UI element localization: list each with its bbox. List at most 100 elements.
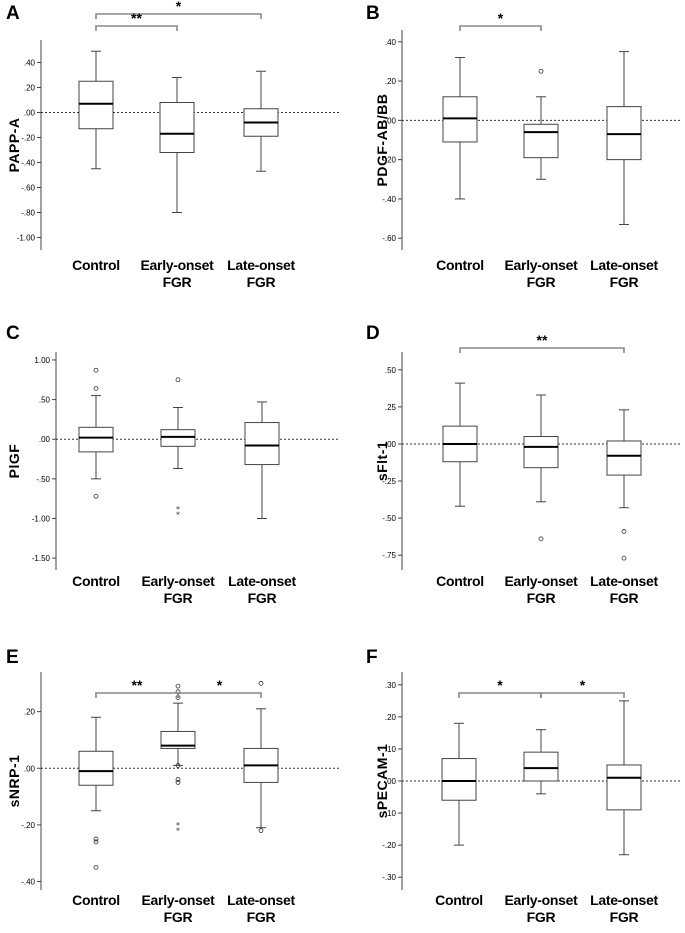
outlier-point — [175, 683, 181, 689]
box-plot — [78, 367, 114, 499]
box-iqr — [606, 440, 642, 476]
significance-bracket — [95, 13, 262, 19]
category-label: Early-onset — [142, 573, 216, 589]
box-plot — [523, 729, 559, 795]
category-label: Late-onset — [590, 573, 658, 589]
category-label: FGR — [610, 590, 639, 606]
category-label: Control — [72, 573, 120, 589]
outlier-point — [93, 386, 99, 391]
y-tick-label: -.25 — [382, 477, 396, 486]
box-iqr — [159, 102, 195, 153]
y-tick-label: .40 — [24, 59, 36, 68]
extreme-point: * — [176, 505, 180, 514]
category-label: FGR — [164, 590, 193, 606]
category-label: FGR — [527, 590, 556, 606]
box-iqr — [523, 751, 559, 782]
y-tick-label: .10 — [385, 745, 397, 754]
y-tick-label: -1.00 — [17, 234, 36, 243]
panel-letter: E — [6, 647, 19, 668]
significance-bracket — [459, 347, 625, 353]
category-label: Late-onset — [228, 573, 296, 589]
box-plot — [442, 382, 478, 507]
box-plot — [243, 680, 279, 833]
box-plot — [78, 716, 114, 870]
category-label: Control — [436, 573, 484, 589]
box-plot — [523, 394, 559, 542]
category-label: Early-onset — [505, 892, 579, 908]
panel-letter: A — [6, 3, 20, 24]
significance-bracket — [95, 692, 179, 698]
y-tick-label: -.50 — [382, 514, 396, 523]
category-label: Late-onset — [227, 257, 295, 273]
category-label: FGR — [164, 909, 193, 925]
box-plot: ** — [160, 683, 196, 836]
y-tick-label: -.20 — [21, 134, 35, 143]
y-tick-label: .00 — [385, 440, 397, 449]
category-label: Control — [435, 892, 483, 908]
category-label: Early-onset — [505, 573, 579, 589]
y-tick-label: -.40 — [382, 195, 396, 204]
y-tick-label: -1.50 — [32, 554, 51, 563]
y-axis-label: sFlt-1 — [374, 441, 390, 481]
box-plot — [523, 68, 559, 180]
y-tick-label: .00 — [385, 777, 397, 786]
extreme-point: * — [176, 821, 180, 830]
significance-label: * — [176, 0, 182, 14]
y-tick-label: .00 — [39, 435, 51, 444]
significance-label: * — [580, 677, 586, 693]
outlier-point — [175, 777, 181, 782]
panel-c: C PlGF 1.00 .50 .00 -.50 -1.00 -1.50 ** Control Ea… — [6, 323, 340, 606]
y-tick-label: .00 — [24, 109, 36, 118]
significance-bracket — [540, 692, 625, 698]
y-tick-label: -.30 — [382, 873, 396, 882]
significance-label: ** — [537, 332, 548, 348]
box-plot — [243, 70, 279, 172]
category-label: FGR — [610, 274, 639, 290]
box-plot — [606, 700, 642, 856]
outlier-point — [538, 68, 544, 74]
box-iqr — [78, 750, 114, 786]
box-plot — [441, 722, 477, 846]
y-tick-label: .00 — [24, 764, 36, 773]
category-label: FGR — [247, 909, 276, 925]
significance-label: ** — [131, 10, 142, 26]
y-tick-label: -.20 — [382, 841, 396, 850]
y-tick-label: .50 — [39, 396, 51, 405]
outlier-point — [175, 780, 181, 785]
significance-bracket — [458, 692, 542, 698]
y-tick-label: .20 — [385, 713, 397, 722]
y-tick-label: -.75 — [382, 551, 396, 560]
category-label: FGR — [248, 590, 277, 606]
y-tick-label: -.60 — [21, 184, 35, 193]
outlier-point — [258, 828, 264, 833]
y-tick-label: -.20 — [382, 156, 396, 165]
y-axis-label: sNRP-1 — [6, 755, 22, 808]
significance-label: ** — [132, 677, 143, 693]
outlier-point — [538, 536, 544, 542]
category-label: FGR — [247, 274, 276, 290]
y-tick-label: .50 — [385, 366, 397, 375]
y-tick-label: -.50 — [36, 475, 50, 484]
box-plot — [606, 409, 642, 561]
box-iqr — [606, 764, 642, 811]
box-iqr — [523, 436, 559, 469]
extreme-point: * — [176, 511, 180, 520]
category-label: Early-onset — [141, 257, 215, 273]
box-iqr — [78, 80, 114, 130]
category-label: Early-onset — [505, 257, 579, 273]
y-axis-label: PDGF-AB/BB — [374, 94, 390, 187]
y-tick-label: .20 — [385, 77, 397, 86]
significance-label: * — [498, 10, 504, 26]
panel-b: B PDGF-AB/BB .40 .20 .00 -.20 -.40 -.60 Control E… — [366, 3, 680, 290]
box-iqr — [78, 426, 114, 453]
box-plot — [244, 401, 280, 519]
category-label: FGR — [527, 274, 556, 290]
box-iqr — [441, 758, 477, 801]
outlier-point — [93, 839, 99, 845]
y-tick-label: -.40 — [21, 878, 35, 887]
category-label: Early-onset — [142, 892, 216, 908]
y-tick-label: -.60 — [382, 234, 396, 243]
significance-bracket — [177, 692, 262, 698]
significance-label: * — [497, 677, 503, 693]
